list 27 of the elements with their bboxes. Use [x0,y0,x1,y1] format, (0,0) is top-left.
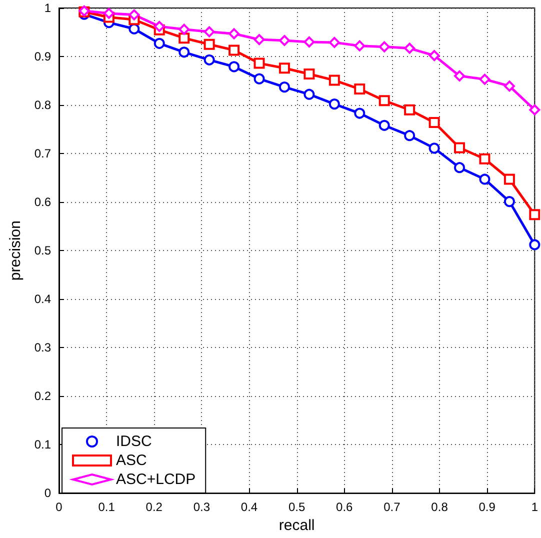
x-tick-label: 0 [56,500,63,514]
x-tick-label: 0.8 [431,500,448,514]
x-tick-label: 0.6 [336,500,354,514]
y-tick-label: 0.5 [34,244,52,258]
legend-label: ASC [116,452,148,469]
x-tick-label: 0.4 [240,500,258,514]
y-tick-label: 0.9 [34,50,52,64]
x-tick-label: 0.1 [98,500,116,514]
y-tick-label: 0.8 [34,98,52,112]
x-tick-label: 0.7 [384,500,401,514]
x-tick-label: 0.3 [193,500,210,514]
y-tick-label: 0.7 [34,146,52,161]
legend-label: ASC+LCDP [116,471,196,488]
x-axis-title: recall [278,517,315,534]
x-tick-label: 0.9 [478,500,496,514]
y-tick-label: 0.3 [34,340,52,355]
y-tick-label: 0.4 [34,292,52,306]
x-tick-label: 0.2 [146,500,163,514]
y-tick-label: 0.6 [34,195,52,210]
y-tick-label: 0.1 [34,438,52,452]
legend-label: IDSC [116,433,152,450]
x-tick-label: 1 [531,500,538,514]
y-tick-label: 0.2 [34,389,52,404]
x-tick-label: 0.5 [288,500,306,514]
y-tick-label: 1 [44,1,52,15]
y-axis-title: precision [7,220,24,281]
y-tick-label: 0 [44,486,52,500]
